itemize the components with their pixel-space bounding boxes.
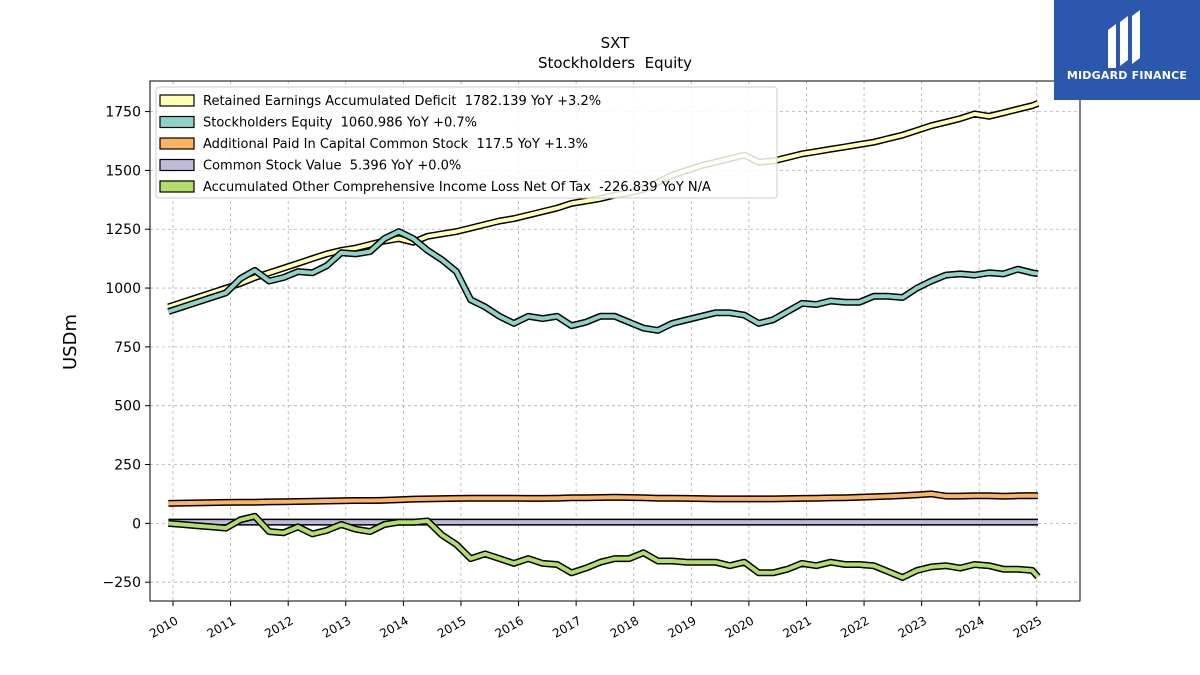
x-tick-label: 2015 <box>435 613 468 640</box>
x-axis: 2010 2011 2012 2013 2014 2015 2016 2017 2018 2019… <box>147 601 1044 641</box>
x-tick-label: 2017 <box>550 613 583 640</box>
x-tick-label: 2025 <box>1011 613 1044 640</box>
x-tick-label: 2013 <box>320 613 353 640</box>
y-axis: −250 0 250 500 750 1000 1250 1500 1750 <box>103 105 150 591</box>
y-axis-label: USDm <box>60 314 81 370</box>
legend-box <box>155 86 778 199</box>
legend-swatch <box>159 94 195 107</box>
y-tick-label: 1750 <box>105 105 141 121</box>
legend-label: Retained Earnings Accumulated Deficit 17… <box>203 94 601 109</box>
series-lines <box>167 100 1041 581</box>
x-tick-label: 2020 <box>723 613 756 640</box>
y-tick-label: 750 <box>114 340 141 356</box>
series-line-1 <box>167 229 1039 333</box>
logo-text: MIDGARD FINANCE <box>1066 69 1188 82</box>
y-tick-label: −250 <box>103 575 141 591</box>
chart-title: SXT <box>601 34 631 52</box>
x-tick-label: 2011 <box>205 613 238 640</box>
y-tick-label: 250 <box>114 458 141 474</box>
x-tick-label: 2014 <box>377 613 410 640</box>
series-line-4 <box>168 514 1040 580</box>
x-tick-label: 2022 <box>838 613 871 640</box>
midgard-logo-icon <box>1108 10 1140 68</box>
legend-label: Additional Paid In Capital Common Stock … <box>203 137 588 152</box>
x-tick-label: 2024 <box>953 613 986 640</box>
x-tick-label: 2010 <box>147 613 180 640</box>
series-line-2 <box>168 491 1039 506</box>
legend-swatch <box>159 137 195 150</box>
logo-badge: MIDGARD FINANCE <box>1054 0 1200 100</box>
legend-label: Accumulated Other Comprehensive Income L… <box>203 180 711 195</box>
y-tick-label: 500 <box>114 399 141 415</box>
x-tick-label: 2018 <box>608 613 641 640</box>
legend-swatch <box>159 180 195 193</box>
y-tick-label: 1000 <box>105 281 141 297</box>
legend-label: Common Stock Value 5.396 YoY +0.0% <box>203 159 461 174</box>
x-tick-label: 2019 <box>665 613 698 640</box>
chart-subtitle: Stockholders Equity <box>538 54 692 72</box>
legend-swatch <box>159 115 195 129</box>
legend-swatch <box>159 158 195 172</box>
plot-frame <box>149 80 1081 602</box>
x-tick-label: 2021 <box>781 613 814 640</box>
y-tick-label: 1500 <box>105 163 141 179</box>
y-tick-label: 1250 <box>105 222 141 238</box>
legend: Retained Earnings Accumulated Deficit 17… <box>155 86 778 199</box>
x-tick-label: 2023 <box>896 613 929 640</box>
legend-label: Stockholders Equity 1060.986 YoY +0.7% <box>203 116 477 131</box>
x-tick-label: 2012 <box>262 613 295 640</box>
x-tick-label: 2016 <box>493 613 526 640</box>
y-tick-label: 0 <box>132 516 141 532</box>
